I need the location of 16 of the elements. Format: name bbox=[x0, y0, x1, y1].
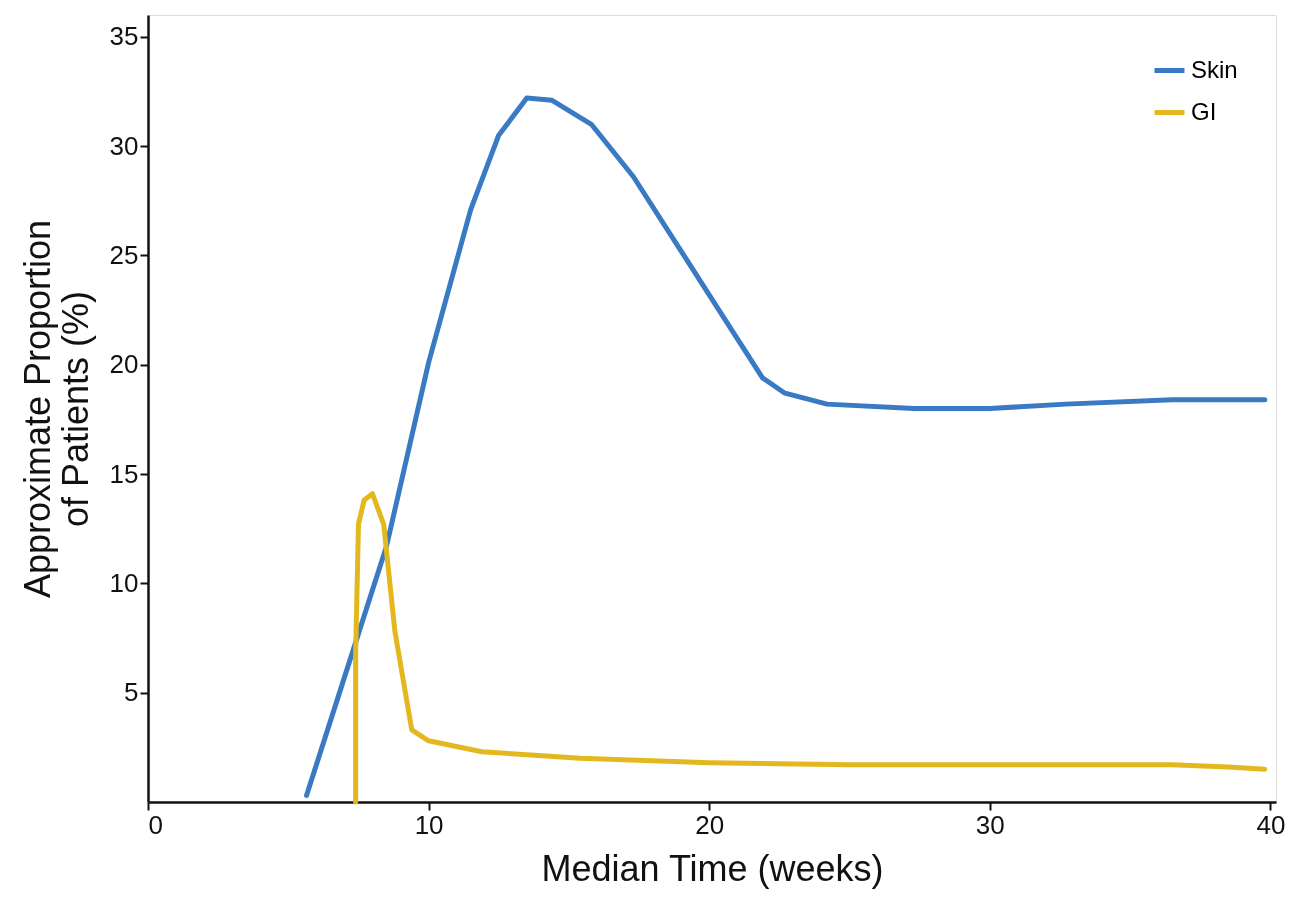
x-tick-label: 20 bbox=[695, 809, 725, 840]
y-axis-title: Approximate Proportion of Patients (%) bbox=[16, 219, 96, 599]
x-tick-label: 10 bbox=[414, 809, 444, 840]
x-tick-label: 30 bbox=[975, 809, 1005, 840]
x-tick-label: 40 bbox=[1256, 809, 1286, 840]
y-tick-label: 15 bbox=[109, 458, 139, 489]
x-axis-title: Median Time (weeks) bbox=[541, 847, 884, 889]
y-tick-label: 25 bbox=[109, 239, 139, 270]
y-tick-label: 20 bbox=[109, 349, 139, 380]
y-tick-label: 10 bbox=[109, 567, 139, 598]
legend-label: GI bbox=[1191, 97, 1217, 125]
y-tick-label: 35 bbox=[109, 21, 139, 52]
x-tick-label: 0 bbox=[148, 809, 163, 840]
y-tick-label: 30 bbox=[109, 130, 139, 161]
y-tick-label: 5 bbox=[124, 677, 139, 708]
legend-label: Skin bbox=[1191, 55, 1238, 83]
